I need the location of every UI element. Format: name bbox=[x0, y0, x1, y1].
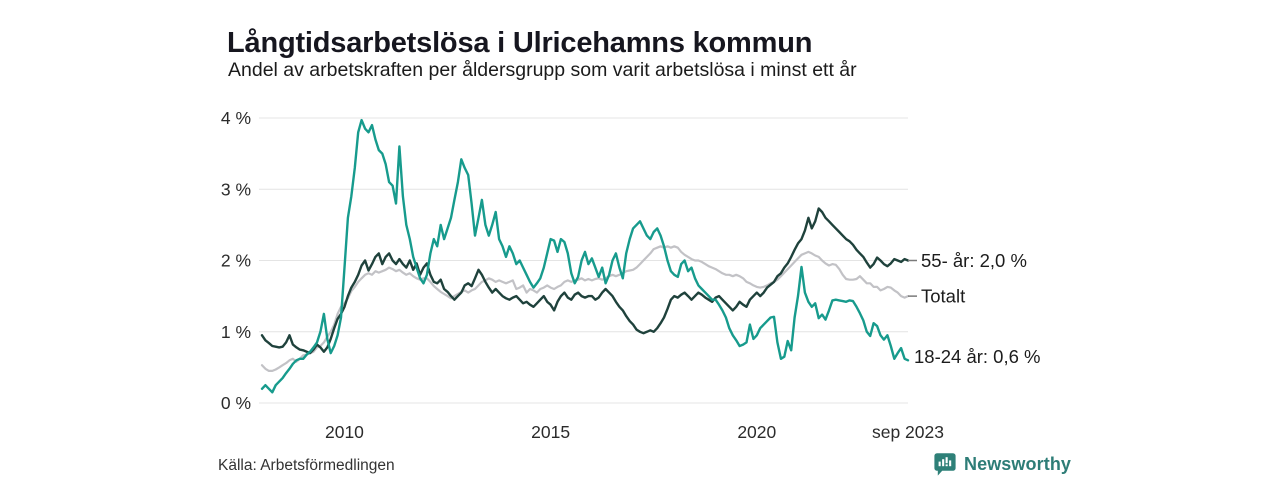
newsworthy-logo: Newsworthy bbox=[933, 452, 1071, 477]
y-axis-tick-label: 2 % bbox=[221, 251, 251, 271]
newsworthy-icon bbox=[934, 453, 956, 476]
chart-subtitle: Andel av arbetskraften per åldersgrupp s… bbox=[228, 59, 857, 81]
chart-title: Långtidsarbetslösa i Ulricehamns kommun bbox=[227, 27, 813, 60]
series-line-18-24-r bbox=[260, 118, 910, 394]
series-line-55-r bbox=[260, 207, 910, 355]
x-axis-tick-label: 2010 bbox=[325, 422, 364, 442]
newsworthy-wordmark: Newsworthy bbox=[964, 454, 1072, 474]
y-axis-tick-label: 0 % bbox=[221, 393, 251, 413]
x-axis-tick-label: 2015 bbox=[531, 422, 570, 442]
series-end-label: 18-24 år: 0,6 % bbox=[914, 346, 1041, 367]
series-line-totalt bbox=[260, 245, 910, 372]
series-end-label: Totalt bbox=[921, 286, 965, 307]
x-axis-tick-label: sep 2023 bbox=[872, 422, 944, 442]
y-axis-tick-label: 1 % bbox=[221, 322, 251, 342]
x-axis-tick-label: 2020 bbox=[737, 422, 776, 442]
series-end-label: 55- år: 2,0 % bbox=[921, 250, 1027, 271]
source-note: Källa: Arbetsförmedlingen bbox=[218, 457, 395, 474]
y-axis-tick-label: 3 % bbox=[221, 179, 251, 199]
y-axis-tick-label: 4 % bbox=[221, 108, 251, 128]
